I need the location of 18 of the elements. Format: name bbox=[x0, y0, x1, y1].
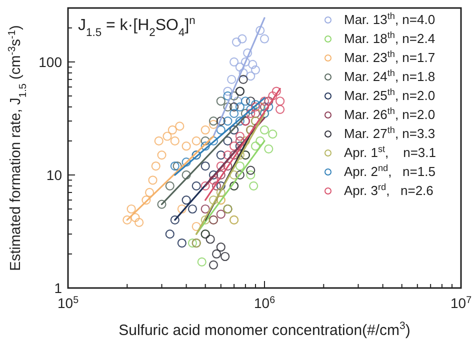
legend-label: Mar. 26$^{th}$, n=2.0 bbox=[344, 106, 436, 122]
legend-label: Mar. 24$^{th}$, n=1.8 bbox=[344, 68, 436, 84]
legend-label: Apr. 3$^{rd}$, n=2.6 bbox=[344, 182, 434, 198]
legend-label: Mar. 27$^{th}$, n=3.3 bbox=[344, 125, 436, 141]
legend-label: Mar. 25$^{th}$, n=2.0 bbox=[344, 87, 436, 103]
x-tick-label: 10$^{7}$ bbox=[450, 294, 472, 311]
y-tick-label: 10 bbox=[46, 166, 62, 183]
y-tick-label: 1 bbox=[54, 280, 62, 296]
x-tick-label: 10$^{6}$ bbox=[254, 294, 276, 311]
legend-label: Apr. 2$^{nd}$, n=1.5 bbox=[344, 163, 436, 179]
y-tick-label: 100 bbox=[38, 54, 62, 70]
legend-label: Mar. 23$^{th}$, n=1.7 bbox=[344, 49, 436, 65]
legend-label: Mar. 18$^{th}$, n=2.4 bbox=[344, 30, 436, 46]
x-axis-title: Sulfuric acid monomer concentration(#/cm$^{3}$) bbox=[118, 320, 410, 339]
annotation: J$_{1.5}$ = k·[H$_{2}$SO$_{4}$]$^{n}$ bbox=[78, 15, 196, 39]
legend-label: Mar. 13$^{th}$, n=4.0 bbox=[344, 11, 436, 27]
legend-label: Apr. 1$^{st}$, n=3.1 bbox=[344, 144, 436, 160]
x-tick-label: 10$^{5}$ bbox=[57, 294, 80, 311]
